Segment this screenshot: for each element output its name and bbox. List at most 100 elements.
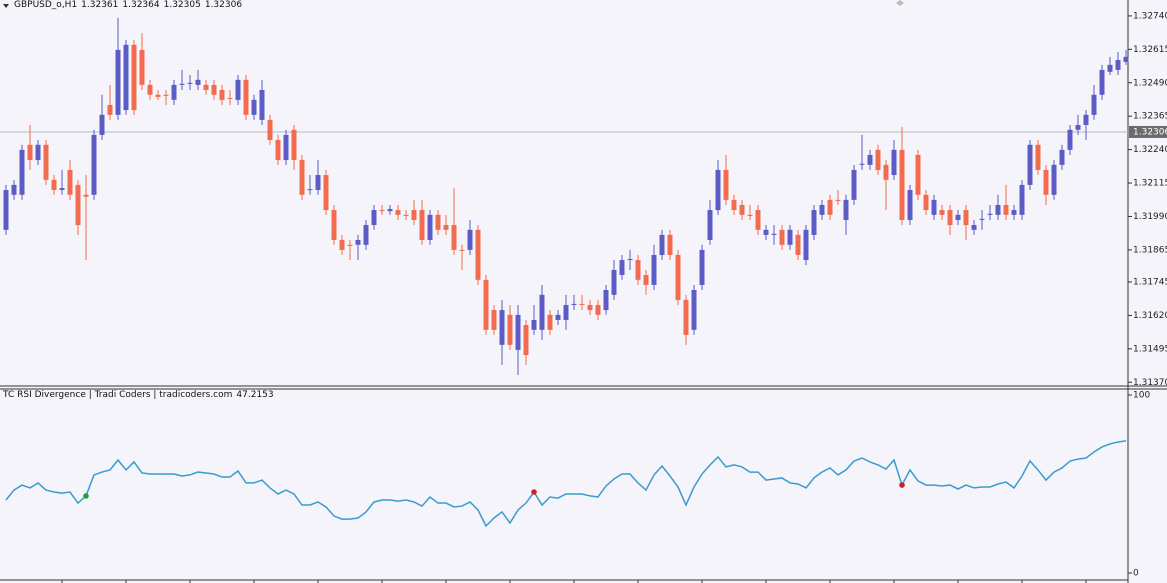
- candle-body: [739, 204, 745, 215]
- indicator-header: TC RSI Divergence | Tradi Coders | tradi…: [3, 390, 278, 400]
- current-price-box: [1129, 125, 1167, 138]
- candle-body: [171, 84, 177, 100]
- candle-body: [491, 310, 497, 330]
- symbol: GBPUSD_o,H1: [14, 0, 78, 10]
- candle-body: [635, 260, 641, 280]
- candle-body: [363, 225, 369, 245]
- candle-body: [691, 290, 697, 330]
- candle-body: [371, 210, 377, 226]
- last-high: 1.32364: [122, 0, 160, 10]
- indicator-title: TC RSI Divergence | Tradi Coders | tradi…: [3, 390, 233, 400]
- candle-body: [603, 290, 609, 311]
- candle-body: [979, 218, 985, 220]
- candle-body: [819, 204, 825, 215]
- candle-body: [1075, 125, 1081, 130]
- candle-body: [395, 210, 401, 215]
- y-tick-label: 1.32615: [1133, 45, 1167, 55]
- candle-body: [995, 204, 1001, 215]
- candle-body: [947, 210, 953, 226]
- candle-body: [435, 214, 441, 230]
- candle-body: [267, 119, 273, 140]
- candle-body: [347, 244, 353, 246]
- candle-body: [1083, 114, 1089, 126]
- candle-body: [387, 208, 393, 212]
- candle-body: [539, 294, 545, 330]
- candle-body: [515, 314, 521, 350]
- candle-body: [339, 239, 345, 250]
- candle-body: [1035, 144, 1041, 170]
- candle-body: [211, 84, 217, 95]
- candle-body: [459, 249, 465, 251]
- candle-body: [699, 249, 705, 285]
- candle-body: [611, 269, 617, 295]
- candle-body: [243, 79, 249, 115]
- candle-body: [755, 210, 761, 230]
- candle-body: [579, 303, 585, 305]
- candle-body: [107, 104, 113, 115]
- candle-body: [811, 210, 817, 235]
- candle-body: [875, 149, 881, 170]
- candle-body: [1123, 56, 1129, 62]
- candle-body: [643, 275, 649, 285]
- candle-body: [403, 214, 409, 216]
- y-tick-label: 0: [1133, 569, 1139, 579]
- y-tick-label: 1.32490: [1133, 78, 1167, 88]
- last-open: 1.32361: [81, 0, 119, 10]
- candle-body: [203, 84, 209, 90]
- candle-body: [771, 233, 777, 235]
- candle-body: [59, 188, 65, 190]
- candle-body: [51, 179, 57, 190]
- candle-body: [147, 84, 153, 95]
- candle-body: [283, 134, 289, 161]
- candle-body: [411, 210, 417, 220]
- candle-body: [123, 44, 129, 111]
- indicator-value: 47.2153: [236, 390, 274, 400]
- candle-body: [859, 163, 865, 165]
- y-tick-label: 1.31990: [1133, 212, 1167, 222]
- candle-body: [99, 114, 105, 135]
- dropdown-arrow[interactable]: [3, 4, 9, 8]
- candle-body: [963, 210, 969, 226]
- candle-body: [251, 99, 257, 115]
- candle-body: [35, 144, 41, 161]
- candle-body: [43, 144, 49, 180]
- candle-body: [443, 225, 449, 230]
- candle-body: [923, 194, 929, 211]
- candle-body: [667, 234, 673, 255]
- y-tick-label: 100: [1133, 391, 1150, 401]
- y-tick-label: 1.31620: [1133, 311, 1167, 321]
- candle-body: [483, 279, 489, 330]
- divergence-dot: [531, 489, 537, 495]
- candle-body: [507, 314, 513, 345]
- candle-body: [731, 199, 737, 211]
- candle-body: [299, 160, 305, 195]
- last-close: 1.32306: [204, 0, 243, 10]
- candle-body: [1043, 169, 1049, 195]
- candle-body: [139, 49, 145, 85]
- candle-body: [595, 304, 601, 315]
- candle-body: [307, 189, 313, 191]
- candle-body: [195, 79, 201, 85]
- candle-body: [715, 169, 721, 211]
- candle-body: [931, 199, 937, 215]
- candle-body: [571, 303, 577, 305]
- candle-body: [547, 314, 553, 330]
- candle-body: [1051, 164, 1057, 195]
- y-tick-label: 1.32115: [1133, 179, 1167, 189]
- candle-body: [651, 254, 657, 285]
- candle-body: [803, 229, 809, 261]
- candle-body: [131, 44, 137, 111]
- candle-body: [27, 144, 33, 161]
- candle-body: [587, 304, 593, 311]
- y-tick-label: 1.32740: [1133, 11, 1167, 21]
- candle-body: [627, 258, 633, 261]
- candle-body: [1019, 184, 1025, 215]
- candle-body: [259, 89, 265, 120]
- candle-body: [763, 229, 769, 235]
- candle-body: [891, 149, 897, 176]
- y-tick-label: 1.31495: [1133, 344, 1167, 354]
- candle-body: [1107, 64, 1113, 72]
- candle-body: [227, 98, 233, 99]
- candle-body: [1011, 210, 1017, 215]
- candle-body: [379, 210, 385, 212]
